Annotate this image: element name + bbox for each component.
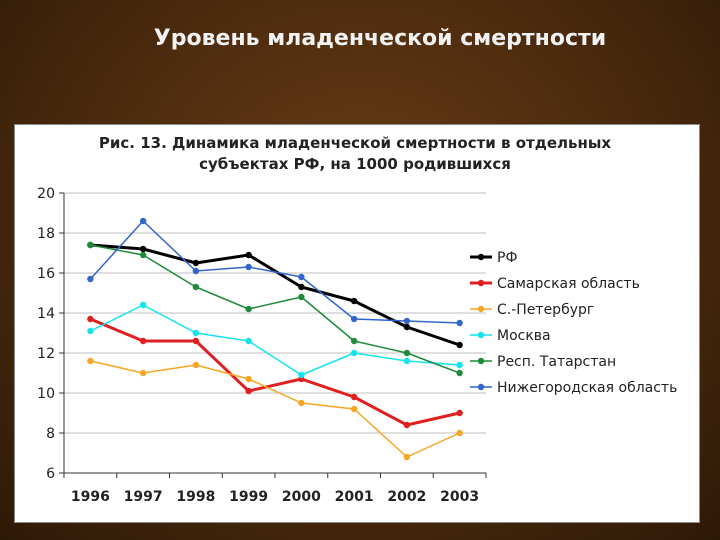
- x-tick-label-2003: 2003: [440, 489, 479, 505]
- data-point-s2-1999: [245, 375, 252, 383]
- data-point-s5-1998: [192, 267, 200, 275]
- data-point-s0-1998: [192, 259, 200, 267]
- chart-title: Рис. 13. Динамика младенческой смертност…: [65, 133, 645, 175]
- legend-label-1: Самарская область: [497, 276, 640, 292]
- data-point-s1-2001: [350, 393, 358, 401]
- legend-label-2: С.-Петербург: [497, 302, 594, 318]
- data-point-s2-2000: [298, 399, 305, 407]
- data-point-s4-1997: [139, 251, 147, 259]
- line-chart: 6 8 10 12 14 16 18 20 1996 1997 1998 1999 2000 2001 20…: [37, 186, 677, 505]
- chart-title-line-1: Рис. 13. Динамика младенческой смертност…: [98, 134, 612, 152]
- data-point-s4-1998: [192, 283, 200, 291]
- data-point-s1-1999: [245, 387, 252, 395]
- legend-marker-1: [477, 279, 485, 287]
- data-point-s4-2001: [350, 337, 358, 345]
- data-point-s2-1998: [192, 361, 200, 369]
- series-line-4: [90, 244, 460, 374]
- legend-label-4: Респ. Татарстан: [497, 354, 616, 370]
- x-tick-label-2000: 2000: [282, 489, 321, 505]
- y-tick-label-12: 12: [37, 346, 55, 362]
- x-tick-label-2002: 2002: [387, 489, 426, 505]
- data-point-s3-2002: [403, 357, 411, 365]
- y-tick-label-8: 8: [46, 426, 55, 442]
- y-tick-label-16: 16: [37, 266, 55, 282]
- y-tick-label-20: 20: [37, 186, 55, 202]
- legend-marker-3: [477, 331, 485, 339]
- data-point-s5-2003: [456, 319, 463, 327]
- data-point-s4-1999: [245, 305, 252, 313]
- data-point-s5-1999: [245, 263, 252, 271]
- data-point-s1-2002: [403, 421, 411, 429]
- data-point-s5-2002: [403, 317, 411, 325]
- data-point-s2-2002: [403, 453, 411, 461]
- data-point-s1-2003: [456, 409, 463, 417]
- data-point-s5-2001: [350, 315, 358, 323]
- x-tick-label-1997: 1997: [124, 489, 163, 505]
- legend-marker-5: [477, 383, 485, 391]
- data-point-s1-1996: [87, 315, 94, 323]
- data-point-s3-1998: [192, 329, 200, 337]
- data-point-s4-2000: [298, 293, 305, 301]
- data-point-s2-1996: [87, 357, 94, 365]
- chart-title-line-2: субъектах РФ, на 1000 родившихся: [199, 155, 511, 173]
- y-tick-label-10: 10: [37, 386, 55, 402]
- legend-marker-0: [477, 253, 485, 261]
- x-tick-label-1998: 1998: [176, 489, 215, 505]
- series-line-1: [89, 317, 460, 427]
- series-line-3: [90, 304, 460, 376]
- data-point-s1-1997: [139, 337, 147, 345]
- legend-label-3: Москва: [497, 328, 551, 344]
- data-point-s2-1997: [139, 369, 147, 377]
- x-tick-label-1996: 1996: [71, 489, 110, 505]
- data-point-s0-1999: [245, 251, 252, 259]
- data-point-s3-1999: [245, 337, 252, 345]
- x-tick-label-1999: 1999: [229, 489, 268, 505]
- data-point-s4-2003: [456, 369, 463, 377]
- data-point-s5-1997: [139, 217, 147, 225]
- data-point-s2-2001: [350, 405, 358, 413]
- data-point-s2-2003: [456, 429, 463, 437]
- x-tick-label-2001: 2001: [335, 489, 374, 505]
- slide-title: Уровень младенческой смертности: [153, 26, 607, 51]
- data-point-s5-1996: [87, 275, 94, 283]
- legend-marker-2: [477, 305, 485, 313]
- data-point-s4-2002: [403, 349, 411, 357]
- legend-label-0: РФ: [497, 250, 518, 266]
- data-point-s5-2000: [298, 273, 305, 281]
- data-point-s1-1998: [192, 337, 200, 345]
- series-line-2: [90, 360, 460, 458]
- y-tick-label-6: 6: [46, 466, 55, 482]
- series-line-0: [90, 243, 461, 347]
- chart-panel: Рис. 13. Динамика младенческой смертност…: [14, 124, 700, 523]
- data-point-s4-1996: [87, 241, 94, 249]
- legend-marker-4: [477, 357, 485, 365]
- data-point-s3-2001: [350, 349, 358, 357]
- y-tick-label-18: 18: [37, 226, 55, 242]
- data-point-s0-2000: [298, 283, 305, 291]
- series-line-5: [89, 220, 460, 324]
- data-point-s0-2002: [403, 323, 411, 331]
- data-point-s3-1997: [139, 301, 147, 309]
- data-point-s0-2001: [350, 297, 358, 305]
- data-point-s3-1996: [87, 327, 94, 335]
- data-point-s3-2003: [456, 361, 463, 369]
- data-point-s0-1997: [139, 245, 147, 253]
- y-tick-label-14: 14: [37, 306, 55, 322]
- data-point-s0-2003: [456, 341, 463, 349]
- legend-label-5: Нижегородская область: [497, 380, 677, 396]
- data-point-s3-2000: [298, 371, 305, 379]
